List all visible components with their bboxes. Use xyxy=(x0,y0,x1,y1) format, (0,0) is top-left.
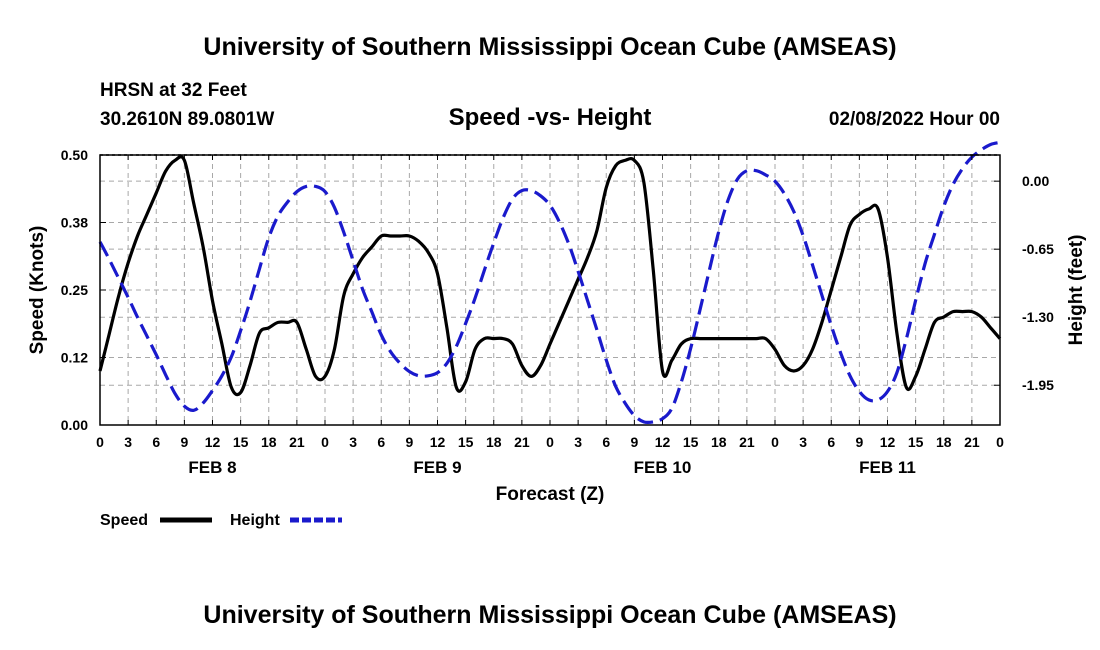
plot-area xyxy=(98,140,1002,425)
x-tick-label-31: 21 xyxy=(964,434,980,450)
x-tick-label-24: 0 xyxy=(771,434,779,450)
x-tick-label-29: 15 xyxy=(908,434,924,450)
station-name: HRSN at 32 Feet xyxy=(100,80,247,101)
y2-tick-label-0: 0.00 xyxy=(1022,173,1049,189)
y2-tick-label-3: -1.95 xyxy=(1022,377,1054,393)
legend: Speed Height xyxy=(100,512,342,529)
grid-lines xyxy=(100,155,1000,425)
axes: 0 3 6 9 12 15 18 21 0 3 6 9 12 15 18 21 0 3 6 9 12 15 18 21 0 3 6 9… xyxy=(61,147,1054,477)
x-tick-label-4: 12 xyxy=(205,434,221,450)
x-tick-label-30: 18 xyxy=(936,434,952,450)
x-tick-label-19: 9 xyxy=(630,434,638,450)
x-tick-label-13: 15 xyxy=(458,434,474,450)
x-tick-label-26: 6 xyxy=(827,434,835,450)
x-tick-label-28: 12 xyxy=(880,434,896,450)
day-label-2: FEB 10 xyxy=(634,458,692,477)
series-line-height xyxy=(98,140,1001,425)
x-tick-label-32: 0 xyxy=(996,434,1004,450)
x-tick-label-6: 18 xyxy=(261,434,277,450)
x-tick-label-1: 3 xyxy=(124,434,132,450)
x-tick-label-10: 6 xyxy=(377,434,385,450)
x-tick-label-11: 9 xyxy=(405,434,413,450)
legend-label-height: Height xyxy=(230,512,280,529)
x-tick-label-20: 12 xyxy=(655,434,671,450)
chart-main-title: University of Southern Mississippi Ocean… xyxy=(203,33,896,61)
x-tick-label-14: 18 xyxy=(486,434,502,450)
x-axis-label: Forecast (Z) xyxy=(496,484,605,505)
y-tick-label-4: 0.50 xyxy=(61,147,88,163)
y2-tick-label-2: -1.30 xyxy=(1022,309,1054,325)
x-tick-label-2: 6 xyxy=(152,434,160,450)
x-tick-label-0: 0 xyxy=(96,434,104,450)
y-tick-label-3: 0.38 xyxy=(61,215,88,231)
day-label-1: FEB 9 xyxy=(413,458,461,477)
y2-tick-label-1: -0.65 xyxy=(1022,241,1054,257)
x-tick-label-8: 0 xyxy=(321,434,329,450)
forecast-date: 02/08/2022 Hour 00 xyxy=(829,109,1000,130)
station-coords: 30.2610N 89.0801W xyxy=(100,109,274,130)
day-label-0: FEB 8 xyxy=(188,458,236,477)
x-tick-label-15: 21 xyxy=(514,434,530,450)
y-tick-label-1: 0.12 xyxy=(61,350,88,366)
x-tick-label-27: 9 xyxy=(855,434,863,450)
y2-axis-label: Height (feet) xyxy=(1066,235,1087,346)
x-tick-label-21: 15 xyxy=(683,434,699,450)
y-axis-label: Speed (Knots) xyxy=(27,226,48,355)
x-tick-label-18: 6 xyxy=(602,434,610,450)
x-tick-label-23: 21 xyxy=(739,434,755,450)
x-tick-label-3: 9 xyxy=(180,434,188,450)
x-tick-label-5: 15 xyxy=(233,434,249,450)
legend-label-speed: Speed xyxy=(100,512,148,529)
x-tick-label-16: 0 xyxy=(546,434,554,450)
y-tick-label-0: 0.00 xyxy=(61,417,88,433)
chart-subtitle: Speed -vs- Height xyxy=(449,104,652,131)
day-label-3: FEB 11 xyxy=(859,458,916,477)
series-line-speed xyxy=(98,155,1002,397)
y-tick-label-2: 0.25 xyxy=(61,282,88,298)
footer-title: University of Southern Mississippi Ocean… xyxy=(203,601,896,629)
x-tick-label-22: 18 xyxy=(711,434,727,450)
x-tick-label-7: 21 xyxy=(289,434,305,450)
x-tick-label-25: 3 xyxy=(799,434,807,450)
x-tick-label-12: 12 xyxy=(430,434,446,450)
x-tick-label-17: 3 xyxy=(574,434,582,450)
x-tick-label-9: 3 xyxy=(349,434,357,450)
